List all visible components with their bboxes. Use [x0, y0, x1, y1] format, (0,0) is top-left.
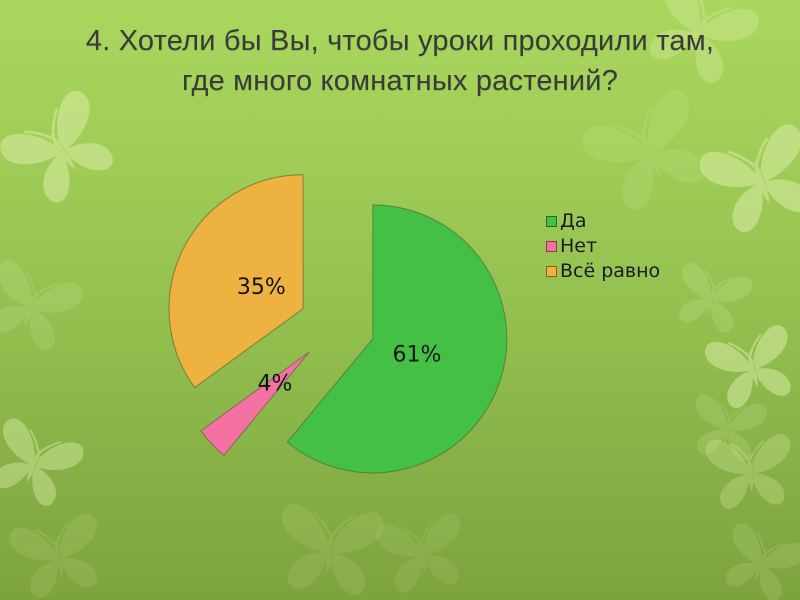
legend-swatch-icon — [546, 215, 557, 227]
pie-slice — [200, 351, 310, 457]
legend-label: Всё равно — [560, 260, 661, 282]
legend-item: Да — [546, 210, 660, 232]
pie-data-label: 4% — [258, 372, 293, 397]
legend-swatch-icon — [546, 240, 557, 252]
legend-label: Да — [560, 210, 587, 232]
pie-data-label: 61% — [393, 342, 442, 367]
slide-title-line1: 4. Хотели бы Вы, чтобы уроки проходили т… — [85, 25, 715, 57]
legend-label: Нет — [560, 235, 598, 257]
chart-legend: Да Нет Всё равно — [546, 210, 660, 282]
pie-slice — [168, 174, 304, 389]
pie-data-label: 35% — [237, 275, 286, 300]
slide-title: 4. Хотели бы Вы, чтобы уроки проходили т… — [0, 21, 800, 101]
legend-item: Всё равно — [546, 260, 660, 282]
legend-swatch-icon — [546, 265, 557, 277]
slide-title-line2: где много комнатных растений? — [181, 65, 619, 98]
pie-slice — [286, 204, 508, 474]
legend-item: Нет — [546, 235, 660, 257]
